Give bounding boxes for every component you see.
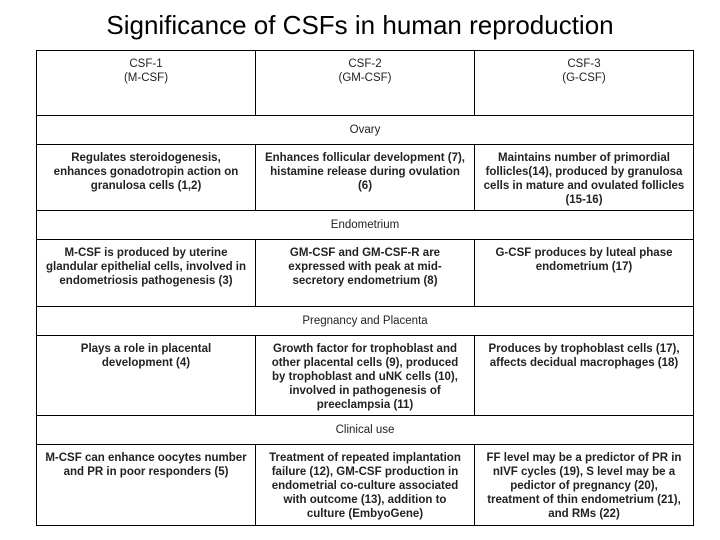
section-label: Endometrium	[36, 210, 694, 240]
content-cell: Treatment of repeated implantation failu…	[255, 444, 475, 526]
column-name: CSF-1	[129, 58, 163, 70]
content-cell: G-CSF produces by luteal phase endometri…	[474, 239, 694, 307]
column-alt: (GM-CSF)	[338, 72, 392, 84]
section-label: Clinical use	[36, 415, 694, 445]
content-cell: Maintains number of primordial follicles…	[474, 144, 694, 211]
csf-table: CSF-1 (M-CSF) CSF-2 (GM-CSF) CSF-3 (G-CSF) Ova…	[36, 50, 694, 526]
column-alt: (M-CSF)	[123, 72, 169, 84]
content-cell: M-CSF is produced by uterine glandular e…	[36, 239, 256, 307]
content-cell: FF level may be a predictor of PR in nIV…	[474, 444, 694, 526]
section-row: Ovary	[36, 115, 694, 145]
content-cell: M-CSF can enhance oocytes number and PR …	[36, 444, 256, 526]
section-row: Clinical use	[36, 415, 694, 445]
content-cell: GM-CSF and GM-CSF-R are expressed with p…	[255, 239, 475, 307]
content-row: M-CSF is produced by uterine glandular e…	[36, 239, 694, 307]
column-header: CSF-1 (M-CSF)	[36, 50, 256, 116]
column-header: CSF-2 (GM-CSF)	[255, 50, 475, 116]
content-row: Plays a role in placental development (4…	[36, 335, 694, 416]
content-row: Regulates steroidogenesis, enhances gona…	[36, 144, 694, 211]
column-name: CSF-3	[567, 58, 601, 70]
content-cell: Produces by trophoblast cells (17), affe…	[474, 335, 694, 416]
table-body: CSF-1 (M-CSF) CSF-2 (GM-CSF) CSF-3 (G-CSF) Ova…	[36, 50, 694, 526]
content-row: M-CSF can enhance oocytes number and PR …	[36, 444, 694, 526]
section-label: Pregnancy and Placenta	[36, 306, 694, 336]
column-header: CSF-3 (G-CSF)	[474, 50, 694, 116]
column-alt: (G-CSF)	[562, 72, 606, 84]
slide-title: Significance of CSFs in human reproducti…	[106, 10, 614, 40]
header-row: CSF-1 (M-CSF) CSF-2 (GM-CSF) CSF-3 (G-CSF)	[36, 50, 694, 116]
content-cell: Plays a role in placental development (4…	[36, 335, 256, 416]
column-name: CSF-2	[348, 58, 382, 70]
section-label: Ovary	[36, 115, 694, 145]
section-row: Endometrium	[36, 210, 694, 240]
content-cell: Growth factor for trophoblast and other …	[255, 335, 475, 416]
section-row: Pregnancy and Placenta	[36, 306, 694, 336]
content-cell: Enhances follicular development (7), his…	[255, 144, 475, 211]
content-cell: Regulates steroidogenesis, enhances gona…	[36, 144, 256, 211]
